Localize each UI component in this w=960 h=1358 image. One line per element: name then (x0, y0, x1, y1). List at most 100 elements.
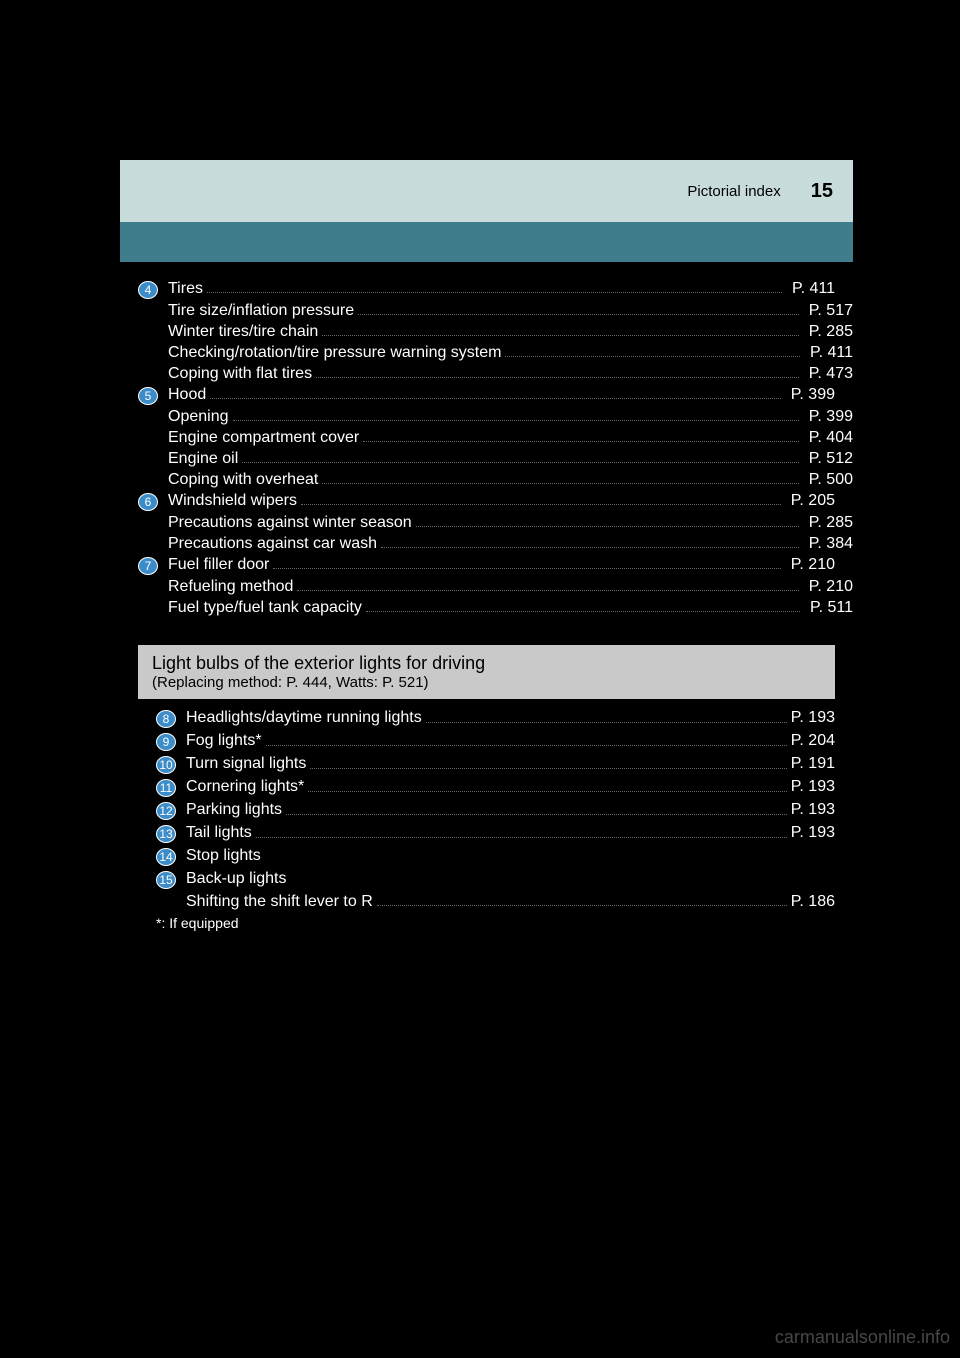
light-text: Stop lights (186, 847, 261, 865)
watermark: carmanualsonline.info (775, 1327, 950, 1348)
sub-text: Precautions against winter season (168, 514, 412, 532)
section-6: 6 Windshield wipers P. 205 (120, 492, 853, 511)
page-ref: P. 285 (809, 514, 853, 532)
leader-dots (308, 791, 787, 792)
marker-icon: 14 (156, 848, 176, 866)
leader-dots (310, 768, 786, 769)
sub-row: Tire size/inflation pressure P. 517 (120, 302, 853, 320)
header-bar-dark (120, 222, 853, 262)
page-ref: P. 193 (791, 709, 835, 727)
sub-text: Refueling method (168, 578, 293, 596)
section-title: Hood (168, 386, 206, 404)
page-ref: P. 411 (810, 344, 853, 362)
sub-row: Engine oil P. 512 (120, 450, 853, 468)
light-text: Cornering lights* (186, 778, 304, 796)
sub-text: Engine compartment cover (168, 429, 359, 447)
leader-dots (426, 722, 787, 723)
leader-dots (301, 504, 781, 505)
sub-text: Checking/rotation/tire pressure warning … (168, 344, 501, 362)
light-text: Headlights/daytime running lights (186, 709, 422, 727)
page-ref: P. 384 (809, 535, 853, 553)
light-item-11: 11 Cornering lights* P. 193 (120, 778, 853, 797)
leader-dots (505, 356, 800, 357)
light-box-sub: (Replacing method: P. 444, Watts: P. 521… (152, 674, 821, 691)
section-title: Fuel filler door (168, 556, 269, 574)
sub-row: Fuel type/fuel tank capacity P. 511 (120, 599, 853, 617)
leader-dots (256, 837, 787, 838)
sub-row: Precautions against winter season P. 285 (120, 514, 853, 532)
section-7: 7 Fuel filler door P. 210 (120, 556, 853, 575)
marker-icon: 6 (138, 493, 158, 511)
page-ref: P. 411 (792, 280, 835, 298)
leader-dots (322, 335, 799, 336)
light-item-8: 8 Headlights/daytime running lights P. 1… (120, 709, 853, 728)
marker-icon: 4 (138, 281, 158, 299)
section-4: 4 Tires P. 411 (120, 280, 853, 299)
leader-dots (266, 745, 787, 746)
section-5: 5 Hood P. 399 (120, 386, 853, 405)
leader-dots (358, 314, 799, 315)
marker-icon: 12 (156, 802, 176, 820)
leader-dots (366, 611, 800, 612)
leader-dots (381, 547, 799, 548)
page-ref: P. 193 (791, 824, 835, 842)
light-item-10: 10 Turn signal lights P. 191 (120, 755, 853, 774)
page-ref: P. 500 (809, 471, 853, 489)
light-box-title: Light bulbs of the exterior lights for d… (152, 653, 821, 674)
page-ref: P. 191 (791, 755, 835, 773)
sub-row: Checking/rotation/tire pressure warning … (120, 344, 853, 362)
light-text: Back-up lights (186, 870, 287, 888)
marker-icon: 10 (156, 756, 176, 774)
light-item-14: 14 Stop lights (120, 847, 853, 866)
leader-dots (207, 292, 782, 293)
sub-row: Coping with overheat P. 500 (120, 471, 853, 489)
light-text: Turn signal lights (186, 755, 306, 773)
leader-dots (363, 441, 799, 442)
page-ref: P. 210 (809, 578, 853, 596)
sub-row: Coping with flat tires P. 473 (120, 365, 853, 383)
section-title: Windshield wipers (168, 492, 297, 510)
light-item-15-sub: Shifting the shift lever to R P. 186 (120, 893, 853, 911)
leader-dots (242, 462, 799, 463)
sub-row: Refueling method P. 210 (120, 578, 853, 596)
page-ref: P. 205 (791, 492, 835, 510)
leader-dots (377, 905, 787, 906)
page-ref: P. 404 (809, 429, 853, 447)
page-ref: P. 399 (791, 386, 835, 404)
leader-dots (297, 590, 798, 591)
marker-icon: 8 (156, 710, 176, 728)
page-ref: P. 512 (809, 450, 853, 468)
header-bar-top: Pictorial index 15 (120, 160, 853, 222)
section-title: Tires (168, 280, 203, 298)
light-text: Fog lights* (186, 732, 262, 750)
marker-icon: 9 (156, 733, 176, 751)
sub-row: Opening P. 399 (120, 408, 853, 426)
content-area: 4 Tires P. 411 Tire size/inflation press… (120, 262, 853, 931)
page-ref: P. 517 (809, 302, 853, 320)
sub-text: Engine oil (168, 450, 238, 468)
sub-text: Coping with overheat (168, 471, 318, 489)
light-text: Shifting the shift lever to R (186, 893, 373, 911)
footnote: *: If equipped (120, 915, 853, 931)
page-ref: P. 186 (791, 893, 835, 911)
marker-icon: 5 (138, 387, 158, 405)
light-bulbs-box: Light bulbs of the exterior lights for d… (138, 645, 835, 699)
leader-dots (316, 377, 799, 378)
sub-row: Precautions against car wash P. 384 (120, 535, 853, 553)
sub-text: Fuel type/fuel tank capacity (168, 599, 362, 617)
light-item-9: 9 Fog lights* P. 204 (120, 732, 853, 751)
sub-text: Coping with flat tires (168, 365, 312, 383)
page-ref: P. 285 (809, 323, 853, 341)
page-ref: P. 473 (809, 365, 853, 383)
marker-icon: 13 (156, 825, 176, 843)
leader-dots (273, 568, 780, 569)
marker-icon: 7 (138, 557, 158, 575)
sub-text: Precautions against car wash (168, 535, 377, 553)
light-item-12: 12 Parking lights P. 193 (120, 801, 853, 820)
page-container: Pictorial index 15 4 Tires P. 411 Tire s… (120, 160, 853, 1248)
leader-dots (233, 420, 799, 421)
page-number: 15 (811, 180, 833, 203)
page-ref: P. 511 (810, 599, 853, 617)
sub-text: Tire size/inflation pressure (168, 302, 354, 320)
leader-dots (416, 526, 799, 527)
